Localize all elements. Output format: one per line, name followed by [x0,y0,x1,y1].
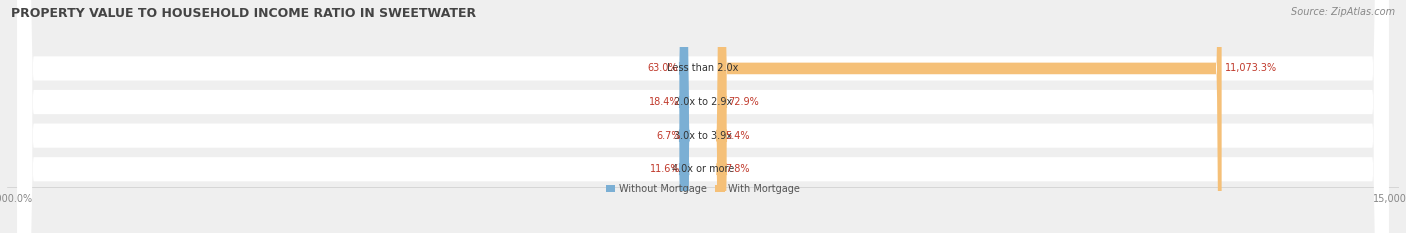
FancyBboxPatch shape [720,0,727,233]
Text: 11.6%: 11.6% [650,164,681,174]
Text: 6.7%: 6.7% [657,131,681,141]
Text: 18.4%: 18.4% [650,97,681,107]
FancyBboxPatch shape [716,0,727,233]
FancyBboxPatch shape [716,0,727,233]
FancyBboxPatch shape [679,0,689,233]
Text: Source: ZipAtlas.com: Source: ZipAtlas.com [1291,7,1395,17]
Text: 11,073.3%: 11,073.3% [1226,63,1278,73]
FancyBboxPatch shape [679,0,690,233]
Text: 3.0x to 3.9x: 3.0x to 3.9x [673,131,733,141]
Text: PROPERTY VALUE TO HOUSEHOLD INCOME RATIO IN SWEETWATER: PROPERTY VALUE TO HOUSEHOLD INCOME RATIO… [11,7,477,20]
Text: Less than 2.0x: Less than 2.0x [668,63,738,73]
Text: 7.8%: 7.8% [725,164,751,174]
FancyBboxPatch shape [679,0,689,233]
Legend: Without Mortgage, With Mortgage: Without Mortgage, With Mortgage [602,180,804,198]
FancyBboxPatch shape [17,0,1389,233]
Text: 4.0x or more: 4.0x or more [672,164,734,174]
FancyBboxPatch shape [17,0,1389,233]
Text: 2.0x to 2.9x: 2.0x to 2.9x [673,97,733,107]
Text: 72.9%: 72.9% [728,97,759,107]
Text: 5.4%: 5.4% [725,131,749,141]
FancyBboxPatch shape [17,0,1389,233]
Text: 63.0%: 63.0% [647,63,678,73]
FancyBboxPatch shape [721,0,1222,233]
FancyBboxPatch shape [17,0,1389,233]
FancyBboxPatch shape [679,0,688,233]
